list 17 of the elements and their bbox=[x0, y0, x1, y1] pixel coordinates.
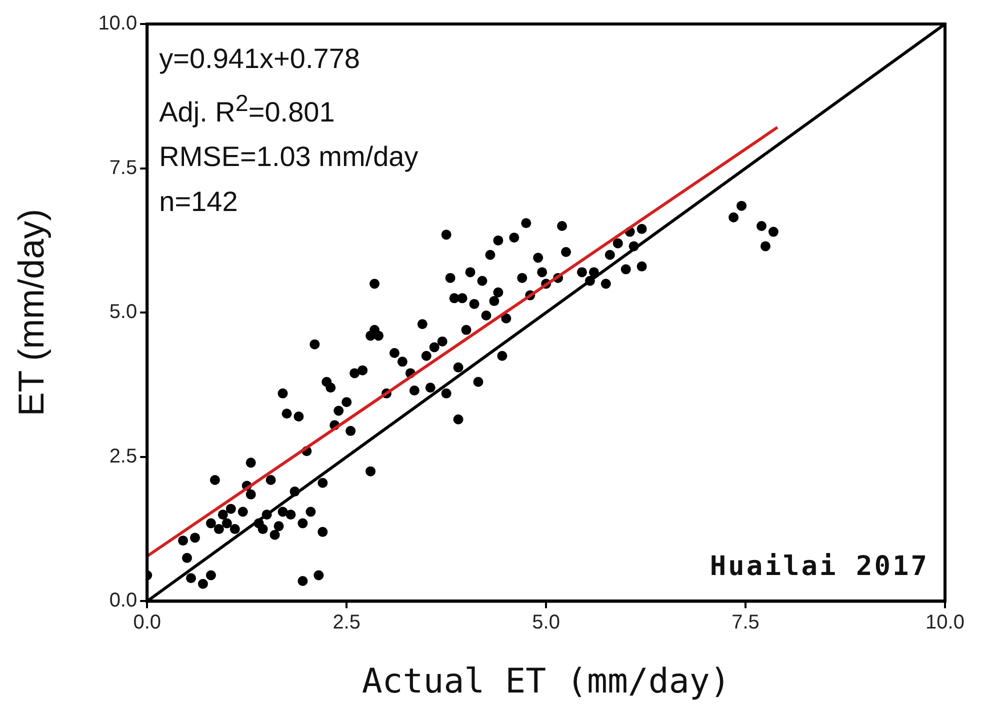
annotation: Adj. R$^{2}$=0.801 bbox=[159, 89, 336, 130]
x-tick-label: 5.0 bbox=[532, 612, 560, 634]
x-tick-label: 2.5 bbox=[332, 612, 360, 634]
x-tick-label: 10.0 bbox=[926, 612, 964, 634]
annotation: Huailai 2017 bbox=[710, 551, 929, 582]
y-tick-label: 5.0 bbox=[109, 301, 138, 324]
annotation: RMSE=1.03 mm/day bbox=[159, 140, 418, 174]
y-tick-label: 7.5 bbox=[109, 156, 138, 179]
y-axis-title: ET (mm/day) bbox=[10, 208, 52, 416]
x-tick-label: 7.5 bbox=[732, 612, 760, 634]
y-tick-label: 2.5 bbox=[109, 445, 138, 468]
x-axis-title: Actual ET (mm/day) bbox=[362, 661, 730, 702]
annotation: y=0.941x+0.778 bbox=[159, 42, 361, 76]
y-tick-label: 0.0 bbox=[109, 590, 138, 612]
annotation: n=142 bbox=[159, 185, 239, 220]
y-tick-label: 10.0 bbox=[98, 12, 138, 35]
x-tick-label: 0.0 bbox=[133, 612, 162, 634]
